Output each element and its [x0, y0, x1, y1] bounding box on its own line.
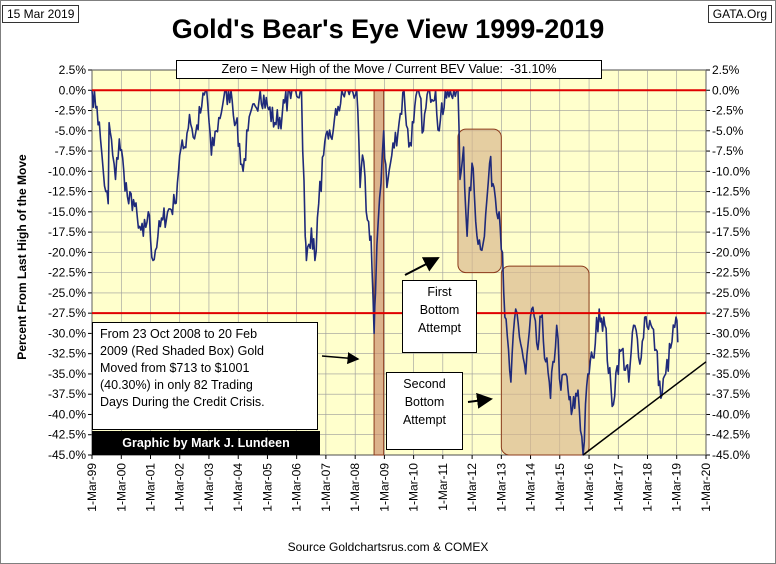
y-tick-label-right: -30.0%	[712, 326, 750, 340]
y-tick-label-right: -7.5%	[712, 144, 744, 158]
x-tick-label: 1-Mar-09	[377, 463, 391, 512]
y-tick-label-left: -35.0%	[48, 367, 86, 381]
y-tick-label-left: 0.0%	[59, 83, 87, 97]
callout-line: Bottom	[419, 303, 460, 317]
y-tick-label-right: -40.0%	[712, 407, 750, 421]
y-tick-label-left: -2.5%	[55, 104, 87, 118]
y-tick-label-right: 0.0%	[712, 83, 740, 97]
y-tick-label-left: -12.5%	[48, 185, 86, 199]
x-tick-label: 1-Mar-04	[231, 463, 245, 512]
note-line: Moved from $713 to $1001	[100, 361, 250, 375]
x-tick-label: 1-Mar-15	[553, 463, 567, 512]
y-tick-label-left: -30.0%	[48, 326, 86, 340]
y-tick-label-left: -40.0%	[48, 407, 86, 421]
x-tick-label: 1-Mar-11	[436, 463, 450, 511]
second-bottom-arrow	[467, 392, 493, 409]
current-value-text: Zero = New High of the Move / Current BE…	[221, 62, 557, 76]
y-tick-label-left: -20.0%	[48, 245, 86, 259]
x-tick-label: 1-Mar-01	[144, 463, 158, 512]
x-tick-label: 1-Mar-06	[290, 463, 304, 512]
x-tick-label: 1-Mar-02	[173, 463, 187, 512]
current-value-box: Zero = New High of the Move / Current BE…	[176, 60, 602, 79]
y-tick-label-right: -35.0%	[712, 367, 750, 381]
x-tick-label: 1-Mar-07	[319, 463, 333, 512]
first-bottom-arrow	[404, 257, 440, 276]
y-tick-label-left: -42.5%	[48, 428, 86, 442]
y-tick-label-left: -7.5%	[55, 144, 87, 158]
x-tick-label: 1-Mar-19	[670, 463, 684, 512]
note-line: Days During the Credit Crisis.	[100, 395, 265, 409]
callout-line: Bottom	[404, 395, 445, 409]
x-tick-label: 1-Mar-20	[699, 463, 713, 512]
callout-line: Attempt	[417, 321, 462, 335]
x-tick-label: 1-Mar-10	[407, 463, 421, 512]
y-tick-label-right: 2.5%	[712, 63, 740, 77]
note-line: (40.30%) in only 82 Trading	[100, 378, 253, 392]
site-label: GATA.Org	[707, 5, 772, 23]
y-tick-label-right: -10.0%	[712, 164, 750, 178]
first-bottom-callout: First Bottom Attempt	[402, 280, 477, 353]
gold-bev-line	[91, 89, 679, 456]
y-tick-label-right: -15.0%	[712, 205, 750, 219]
y-tick-label-left: -17.5%	[48, 225, 86, 239]
y-tick-label-left: -25.0%	[48, 286, 86, 300]
credit-crisis-note: From 23 Oct 2008 to 20 Feb 2009 (Red Sha…	[92, 322, 318, 430]
y-tick-label-right: -12.5%	[712, 185, 750, 199]
callout-line: First	[427, 285, 452, 299]
note-line: 2009 (Red Shaded Box) Gold	[100, 344, 264, 358]
y-tick-label-right: -37.5%	[712, 387, 750, 401]
y-tick-label-left: -10.0%	[48, 164, 86, 178]
y-tick-label-left: -45.0%	[48, 448, 86, 462]
y-tick-label-left: -37.5%	[48, 387, 86, 401]
y-tick-label-left: -22.5%	[48, 266, 86, 280]
callout-line: Second	[403, 377, 446, 391]
x-tick-label: 1-Mar-05	[260, 463, 274, 512]
x-tick-label: 1-Mar-00	[114, 463, 128, 512]
y-tick-label-left: -15.0%	[48, 205, 86, 219]
x-tick-label: 1-Mar-12	[465, 463, 479, 512]
note-line: From 23 Oct 2008 to 20 Feb	[100, 327, 258, 341]
y-tick-label-right: -25.0%	[712, 286, 750, 300]
y-tick-label-right: -5.0%	[712, 124, 744, 138]
x-tick-label: 1-Mar-16	[582, 463, 596, 512]
y-tick-label-right: -17.5%	[712, 225, 750, 239]
source-label: Source Goldchartsrus.com & COMEX	[287, 540, 489, 554]
y-tick-label-left: -32.5%	[48, 347, 86, 361]
second-bottom-callout: Second Bottom Attempt	[386, 372, 463, 450]
x-tick-label: 1-Mar-99	[85, 463, 99, 512]
x-tick-label: 1-Mar-17	[611, 463, 625, 512]
y-axis-label: Percent From Last High of the Move	[15, 154, 29, 360]
callout-line: Attempt	[402, 413, 447, 427]
y-tick-label-right: -20.0%	[712, 245, 750, 259]
x-tick-label: 1-Mar-13	[494, 463, 508, 512]
note-arrow	[321, 352, 360, 365]
y-tick-label-left: -27.5%	[48, 306, 86, 320]
x-tick-label: 1-Mar-18	[640, 463, 654, 512]
y-tick-label-right: -2.5%	[712, 104, 744, 118]
date-label: 15 Mar 2019	[2, 5, 80, 23]
x-tick-label: 1-Mar-08	[348, 463, 362, 512]
x-tick-label: 1-Mar-03	[202, 463, 216, 512]
chart-title: Gold's Bear's Eye View 1999-2019	[171, 14, 605, 44]
y-tick-label-right: -42.5%	[712, 428, 750, 442]
y-tick-label-right: -27.5%	[712, 306, 750, 320]
x-tick-label: 1-Mar-14	[524, 463, 538, 512]
support-trend-line	[582, 361, 707, 456]
author-credit: Graphic by Mark J. Lundeen	[92, 431, 320, 455]
y-tick-label-right: -45.0%	[712, 448, 750, 462]
y-tick-label-right: -32.5%	[712, 347, 750, 361]
y-tick-label-left: -5.0%	[55, 124, 87, 138]
y-tick-label-right: -22.5%	[712, 266, 750, 280]
y-tick-label-left: 2.5%	[59, 63, 87, 77]
